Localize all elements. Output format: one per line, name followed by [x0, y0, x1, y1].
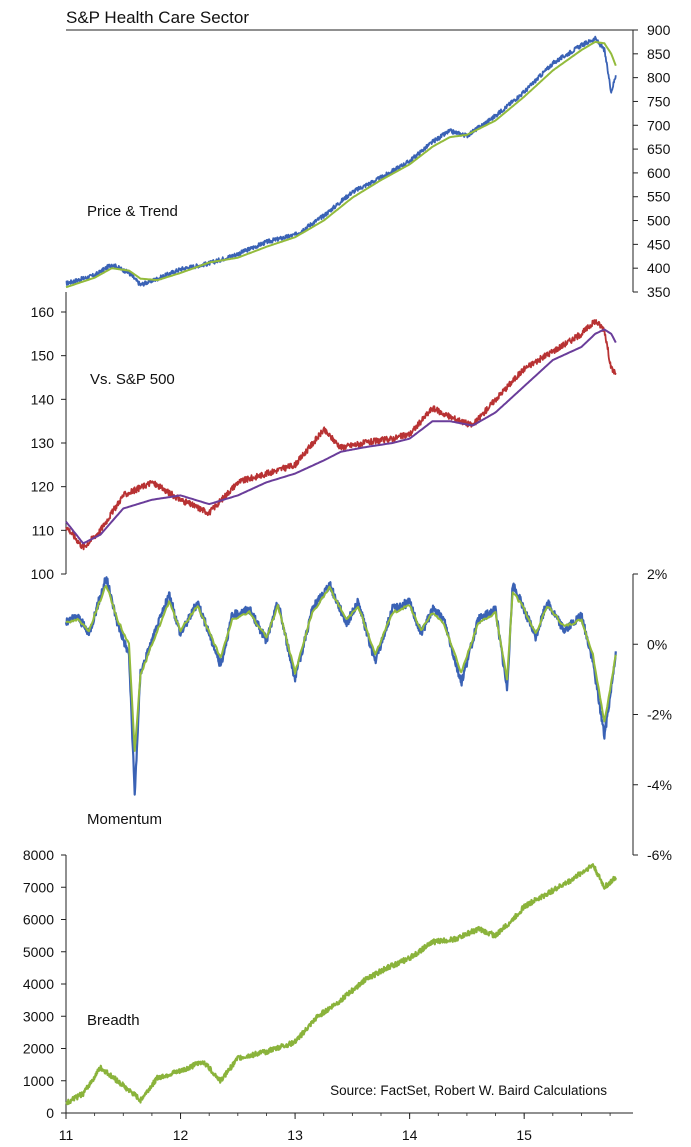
relative-series-trend-line [65, 328, 617, 545]
price-y-tick-label: 850 [647, 46, 671, 62]
price-y-tick-label: 350 [647, 284, 671, 300]
price-y-tick-label: 600 [647, 165, 671, 181]
chart-source: Source: FactSet, Robert W. Baird Calcula… [330, 1083, 607, 1098]
breadth-y-tick-label: 3000 [23, 1008, 54, 1024]
breadth-y-tick-label: 6000 [23, 912, 54, 928]
x-tick-label: 11 [59, 1127, 74, 1143]
breadth-panel-label: Breadth [87, 1012, 140, 1029]
x-tick-label: 13 [287, 1127, 303, 1143]
breadth-y-tick-label: 5000 [23, 944, 54, 960]
price-y-tick-label: 500 [647, 213, 671, 229]
price-y-tick-label: 900 [647, 22, 671, 38]
breadth-y-tick-label: 4000 [23, 976, 54, 992]
breadth-y-tick-label: 0 [46, 1105, 54, 1121]
momentum-y-tick-label: 0% [647, 636, 667, 652]
price-y-tick-label: 450 [647, 236, 671, 252]
relative-y-tick-label: 140 [31, 391, 55, 407]
price-y-tick-label: 550 [647, 189, 671, 205]
chart-title: S&P Health Care Sector [66, 8, 249, 27]
relative-y-tick-label: 120 [31, 479, 55, 495]
relative-y-tick-label: 110 [32, 522, 55, 538]
breadth-y-tick-label: 7000 [23, 879, 54, 895]
price-y-tick-label: 800 [647, 70, 671, 86]
price-panel-label: Price & Trend [87, 203, 178, 220]
momentum-series-smooth-line [65, 584, 617, 752]
breadth-y-tick-label: 8000 [23, 847, 54, 863]
x-axis: 11 12 13 14 15 [59, 1112, 633, 1143]
relative-y-tick-label: 100 [31, 566, 55, 582]
momentum-y-tick-label: -6% [647, 847, 672, 863]
price-y-tick-label: 650 [647, 141, 671, 157]
breadth-series-breadth-line [65, 863, 617, 1106]
x-tick-label: 14 [402, 1127, 418, 1143]
x-tick-label: 15 [516, 1127, 532, 1143]
price-series-trend-line [65, 40, 617, 289]
chart-panels: 350 400 450 500 550 600 650 700 750 800 850 900 Pric… [23, 22, 672, 1121]
momentum-y-tick-label: -4% [647, 777, 672, 793]
relative-y-tick-label: 150 [31, 348, 55, 364]
panel-breadth: 0 1000 2000 3000 4000 5000 6000 7000 8000 Breadth [23, 847, 617, 1121]
momentum-panel-label: Momentum [87, 811, 162, 828]
relative-y-tick-label: 160 [31, 304, 55, 320]
momentum-y-tick-label: -2% [647, 707, 672, 723]
panel-price: 350 400 450 500 550 600 650 700 750 800 850 900 Pric… [65, 22, 671, 300]
relative-panel-label: Vs. S&P 500 [90, 371, 175, 388]
breadth-y-tick-label: 2000 [23, 1041, 54, 1057]
relative-y-tick-label: 130 [31, 435, 55, 451]
price-series-price-line [65, 35, 617, 287]
price-y-tick-label: 400 [647, 260, 671, 276]
x-tick-label: 12 [173, 1127, 189, 1143]
price-y-tick-label: 700 [647, 117, 671, 133]
breadth-y-tick-label: 1000 [23, 1073, 54, 1089]
momentum-y-tick-label: 2% [647, 566, 667, 582]
price-y-tick-label: 750 [647, 93, 671, 109]
panel-relative: 100 110 120 130 140 150 160 Vs. S&P 500 [31, 292, 617, 582]
panel-momentum: 2% 0% -2% -4% -6% Momentum [64, 566, 672, 863]
relative-series-ratio-line [65, 319, 617, 551]
